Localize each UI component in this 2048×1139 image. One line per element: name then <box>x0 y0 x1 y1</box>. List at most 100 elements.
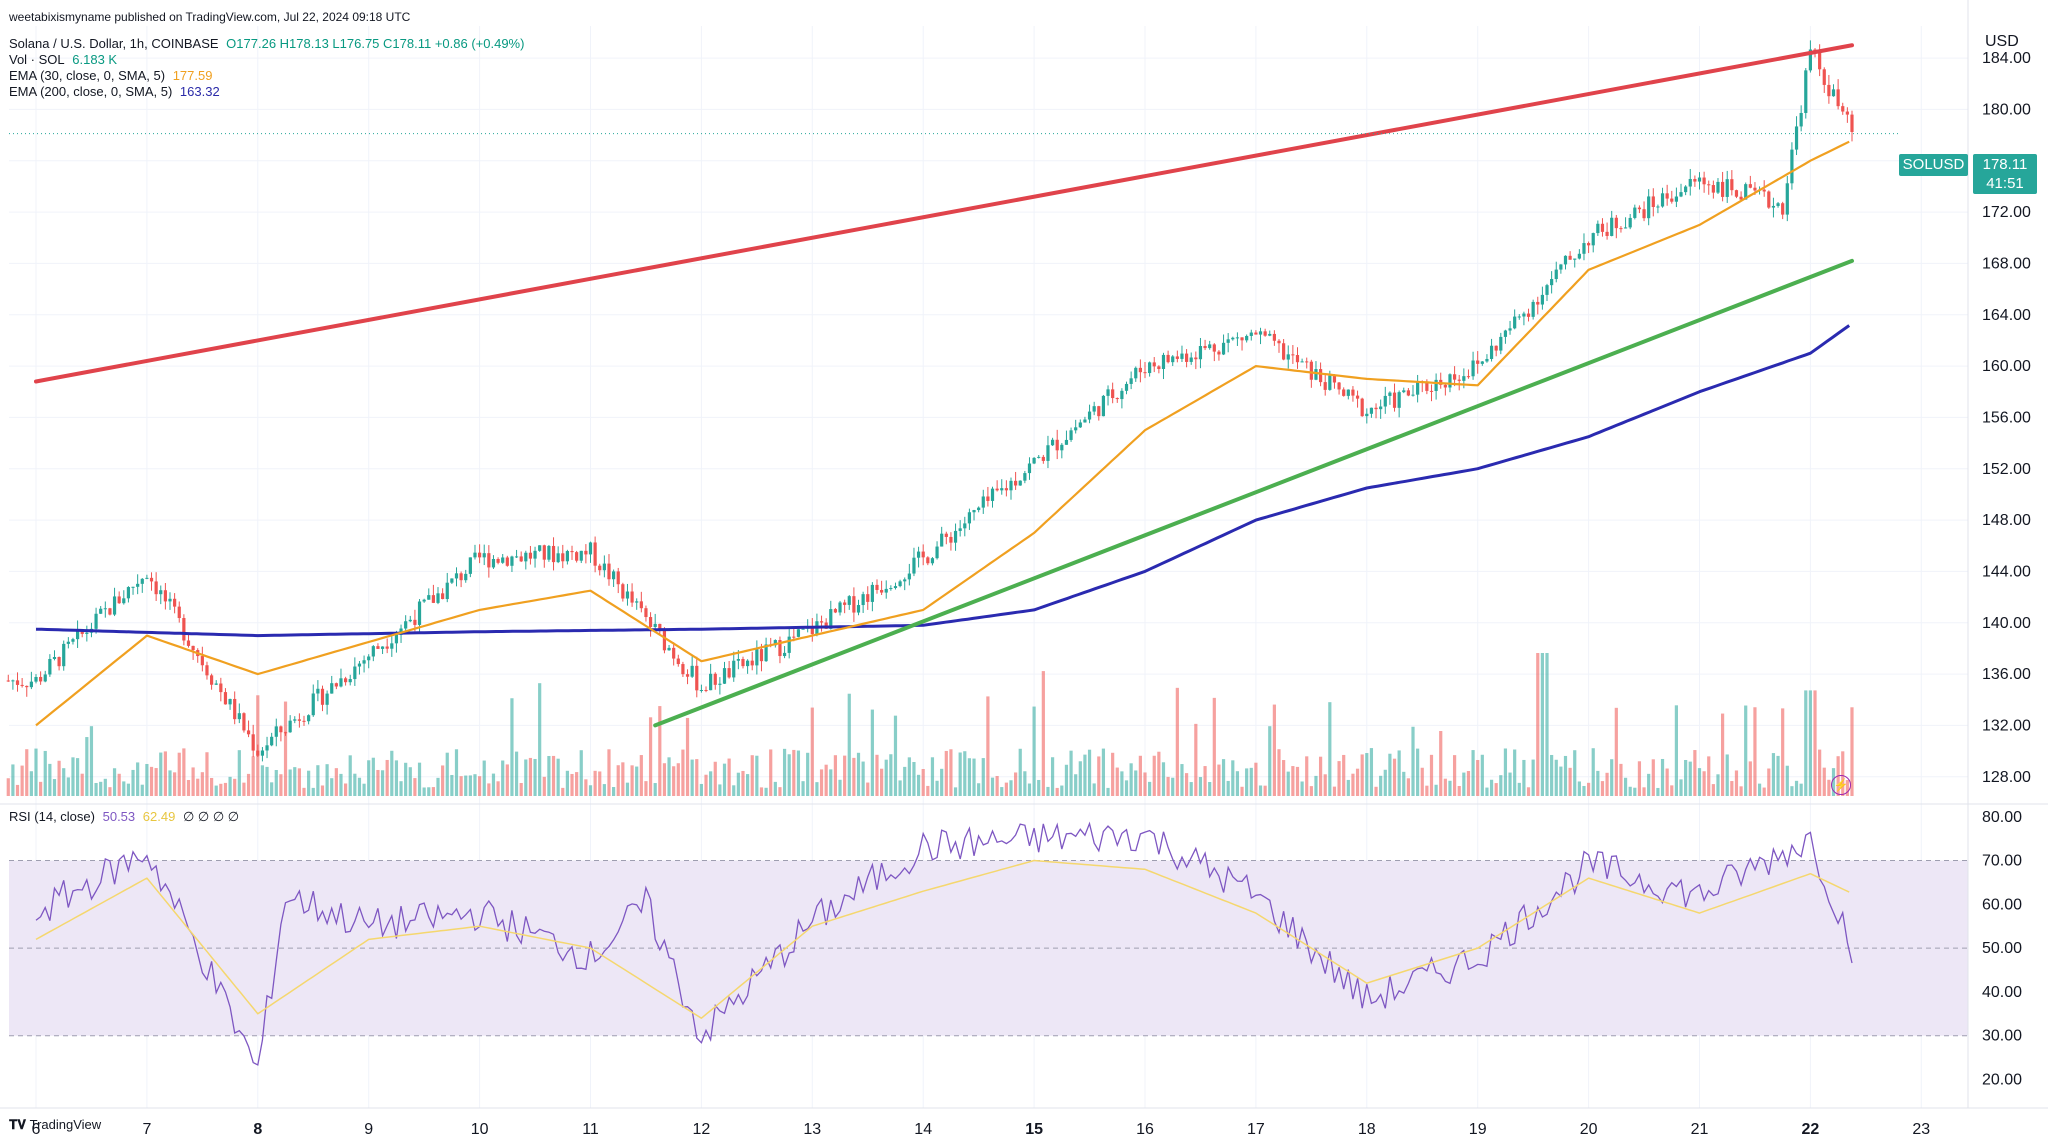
volume-bar <box>1785 765 1789 796</box>
candle-body <box>413 619 417 625</box>
currency-label[interactable]: USD <box>1985 33 2019 50</box>
candle-body <box>1101 395 1106 417</box>
price-axis[interactable]: 184.00180.00176.00172.00168.00164.00160.… <box>1982 50 2031 786</box>
candle-body <box>1314 369 1318 380</box>
candle-body <box>570 551 574 553</box>
candle-body <box>501 557 505 563</box>
price-tick-label: 148.00 <box>1982 512 2031 529</box>
candle-body <box>34 676 38 682</box>
rsi-label[interactable]: RSI (14, close) <box>9 809 95 824</box>
candle-body <box>940 533 944 547</box>
candle-body <box>773 640 777 646</box>
volume-bar <box>316 765 320 796</box>
volume-bar <box>866 782 870 796</box>
volume-bar <box>935 780 939 796</box>
candle-body <box>1000 488 1004 491</box>
volume-bar <box>168 770 172 796</box>
volume-bar <box>1614 707 1618 796</box>
candle-body <box>1536 301 1540 305</box>
candle-body <box>343 678 348 683</box>
time-tick-label: 7 <box>142 1121 151 1138</box>
volume-bar <box>685 717 690 796</box>
candle-body <box>621 584 625 599</box>
volume-bar <box>288 769 292 796</box>
ema200-label[interactable]: EMA (200, close, 0, SMA, 5) <box>9 84 173 99</box>
volume-bar <box>907 757 911 796</box>
legend-rsi-row[interactable]: RSI (14, close) 50.53 62.49 ∅ ∅ ∅ ∅ <box>9 809 243 825</box>
candle-body <box>866 594 870 602</box>
candle-body <box>422 599 426 602</box>
lightning-icon[interactable]: ⚡ <box>1831 775 1851 795</box>
volume-bar <box>570 773 574 796</box>
candle-body <box>1637 207 1642 210</box>
volume-bar <box>727 758 731 796</box>
volume-bar <box>223 782 228 796</box>
volume-bar <box>584 779 588 796</box>
candle-body <box>1550 279 1554 286</box>
legend-symbol-row[interactable]: Solana / U.S. Dollar, 1h, COINBASE O177.… <box>9 36 528 51</box>
legend-ema30-row[interactable]: EMA (30, close, 0, SMA, 5) 177.59 <box>9 68 216 83</box>
volume-bar <box>265 766 269 796</box>
legend-volume-row[interactable]: Vol · SOL 6.183 K <box>9 52 121 67</box>
rsi-axis[interactable]: 80.00 70.00 60.00 50.00 40.00 30.00 20.00 <box>1982 809 2022 1089</box>
candle-body <box>1466 376 1471 378</box>
volume-bar <box>1554 759 1558 796</box>
tradingview-logo[interactable]: 𝐓𝐕 TradingView <box>9 1117 101 1133</box>
candle-body <box>972 510 976 513</box>
candle-body <box>1060 444 1064 451</box>
volume-bar <box>690 759 694 796</box>
volume-bar <box>1596 770 1600 796</box>
volume-bar <box>334 768 338 796</box>
volume-bar <box>607 749 611 796</box>
volume-bar <box>1587 782 1591 796</box>
volume-bar <box>1148 781 1152 796</box>
volume-bar <box>302 787 306 796</box>
candle-body <box>154 581 158 595</box>
volume-bar <box>1046 786 1050 796</box>
volume-bar <box>1323 774 1327 796</box>
candle-body <box>884 588 888 593</box>
volume-bar <box>1369 748 1374 796</box>
legend-ema200-row[interactable]: EMA (200, close, 0, SMA, 5) 163.32 <box>9 84 224 99</box>
volume-bar <box>1466 771 1471 796</box>
volume-bar <box>20 765 24 796</box>
volume-bar <box>1143 772 1147 796</box>
ema30-label[interactable]: EMA (30, close, 0, SMA, 5) <box>9 68 166 83</box>
volume-bar <box>1790 786 1794 796</box>
candle-body <box>949 536 953 543</box>
volume-bar <box>307 770 311 796</box>
volume-bar <box>1748 761 1752 796</box>
volume-bar <box>450 774 454 796</box>
symbol-name[interactable]: Solana / U.S. Dollar, 1h, COINBASE <box>9 36 219 51</box>
volume-bar <box>672 766 676 796</box>
candle-body <box>1697 177 1702 182</box>
volume-bar <box>542 776 546 796</box>
candle-body <box>1827 84 1831 97</box>
rsi-tick-label: 30.00 <box>1982 1028 2022 1045</box>
time-axis[interactable]: 6 7 8 9 10 11 12 13 14 15 16 17 18 19 20 21 22 23 <box>32 1121 1931 1138</box>
candle-body <box>288 720 292 733</box>
candle-body <box>1656 206 1660 208</box>
candle-body <box>1503 330 1508 337</box>
volume-label[interactable]: Vol · SOL <box>9 52 65 67</box>
volume-bar <box>819 769 824 796</box>
volume-bar <box>958 752 962 796</box>
candle-body <box>270 736 274 746</box>
candle-body <box>1087 411 1092 420</box>
candle-body <box>427 595 431 600</box>
candle-body <box>870 584 874 602</box>
candle-body <box>242 713 246 731</box>
volume-bar <box>1425 785 1429 796</box>
candle-body <box>436 593 440 603</box>
volume-bar <box>1208 782 1212 796</box>
candle-body <box>468 557 472 574</box>
volume-bar <box>713 761 717 796</box>
candle-body <box>103 608 107 610</box>
volume-bar <box>1379 775 1383 796</box>
candle-body <box>505 557 509 566</box>
volume-bar <box>1725 754 1729 796</box>
volume-bar <box>1485 787 1489 796</box>
volume-bar <box>1402 771 1406 796</box>
candle-body <box>94 613 98 629</box>
